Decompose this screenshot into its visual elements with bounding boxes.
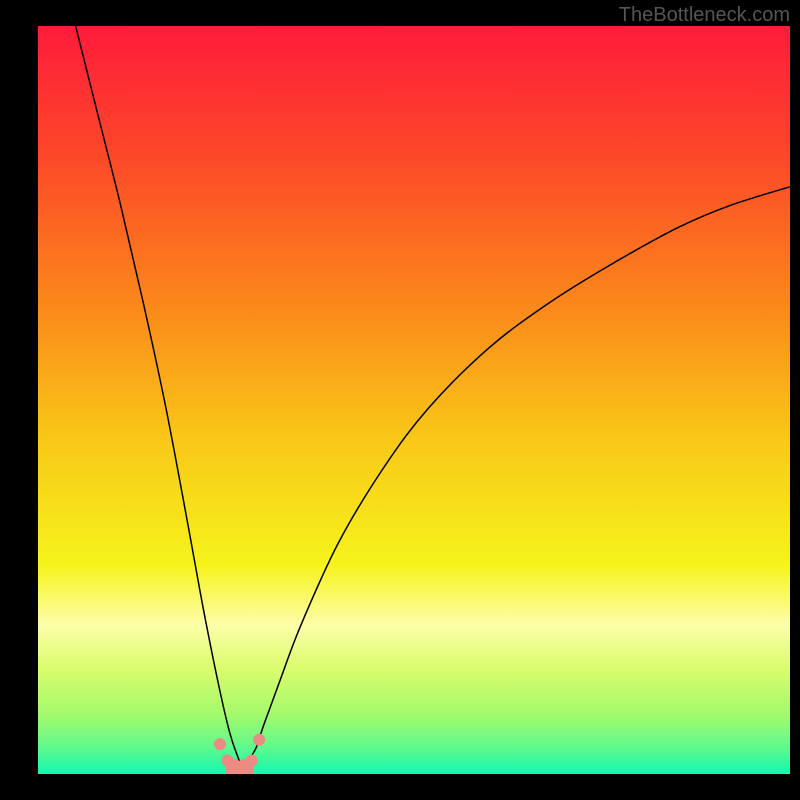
chart-canvas: TheBottleneck.com (0, 0, 800, 800)
watermark-text: TheBottleneck.com (619, 4, 790, 27)
valley-marker (253, 734, 265, 746)
plot-background (38, 26, 790, 774)
valley-marker (214, 738, 226, 750)
bottleneck-curve-chart (0, 0, 800, 800)
valley-marker (246, 755, 258, 767)
